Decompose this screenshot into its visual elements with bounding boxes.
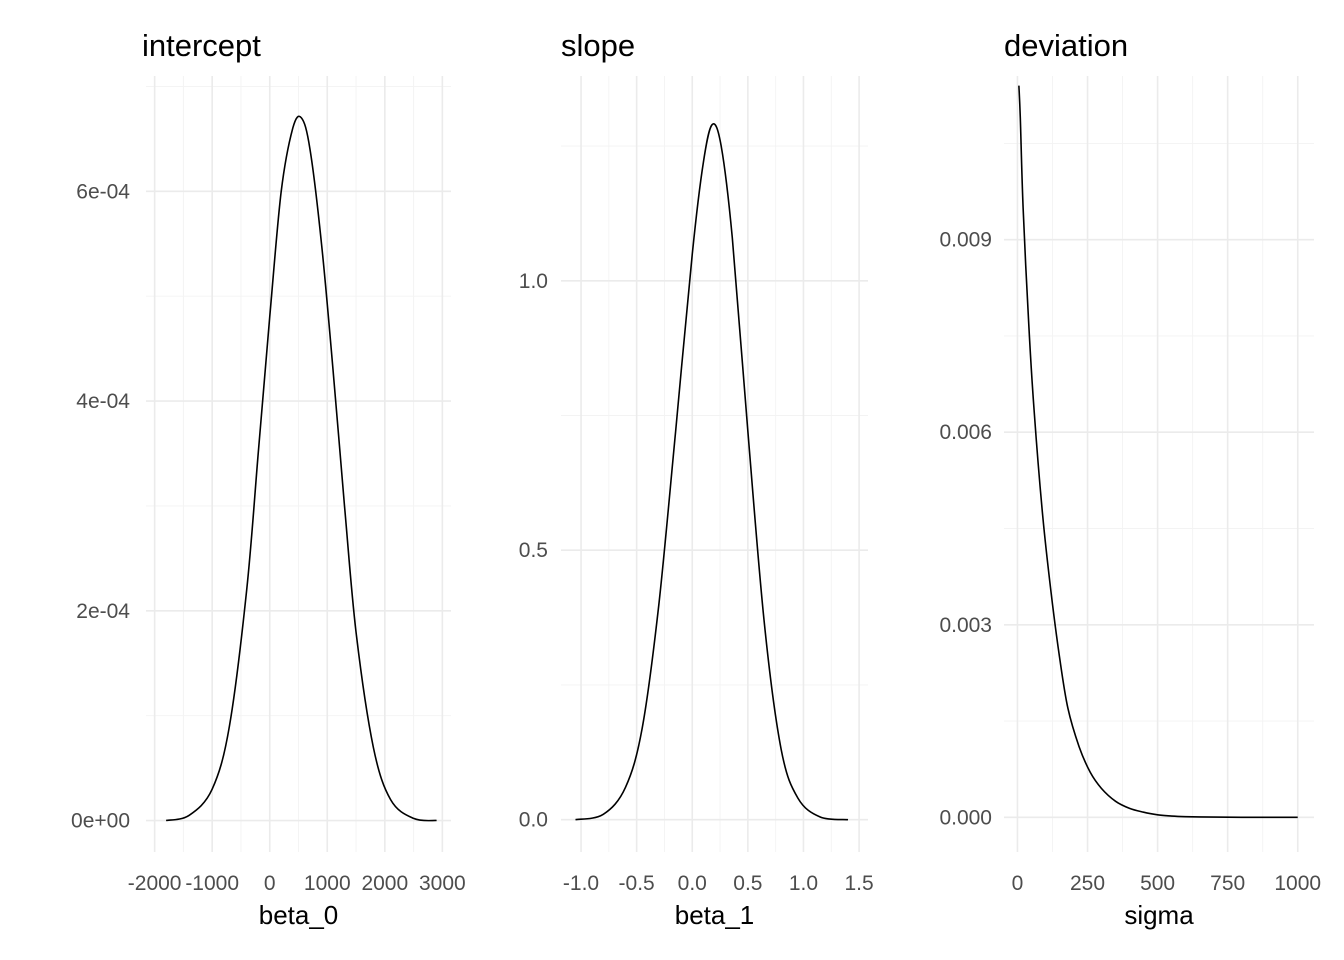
x-tick-label: 0.5 (733, 872, 762, 895)
x-tick-label: -2000 (128, 872, 182, 895)
x-axis-label: beta_1 (675, 900, 755, 930)
density-curve (1018, 85, 1298, 819)
panel-deviation: 0 250 500 750 1000 0.000 0.003 0.006 0.009 deviat… (939, 28, 1321, 930)
panel-title: deviation (1004, 28, 1128, 63)
x-tick-label: 0 (264, 872, 276, 895)
x-tick-label: 750 (1210, 872, 1245, 895)
x-tick-label: 3000 (419, 872, 466, 895)
density-curve (575, 123, 849, 821)
x-tick-label: 1.5 (844, 872, 873, 895)
y-tick-label: 0.0 (519, 809, 548, 832)
y-tick-label: 0.000 (939, 806, 992, 829)
x-axis-label: beta_0 (259, 900, 339, 930)
x-tick-label: 1000 (304, 872, 351, 895)
x-axis-label: sigma (1124, 900, 1194, 930)
x-tick-label: 500 (1140, 872, 1175, 895)
y-tick-label: 0.003 (939, 614, 992, 637)
density-curve (165, 115, 437, 822)
x-tick-label: 0 (1012, 872, 1024, 895)
panel-title: intercept (142, 28, 261, 63)
panel-intercept: -2000 -1000 0 1000 2000 3000 0e+00 2e-04 4e-04 6e… (71, 28, 466, 930)
panel-slope: -1.0 -0.5 0.0 0.5 1.0 1.5 0.0 0.5 1.0 slope beta_1 (519, 28, 874, 930)
x-tick-label: 1000 (1274, 872, 1321, 895)
y-tick-label: 1.0 (519, 270, 548, 293)
y-tick-label: 0e+00 (71, 810, 130, 833)
y-tick-label: 0.009 (939, 229, 992, 252)
y-tick-label: 2e-04 (76, 600, 130, 623)
y-tick-label: 0.006 (939, 421, 992, 444)
x-tick-label: -1.0 (563, 872, 599, 895)
x-tick-label: 0.0 (678, 872, 707, 895)
x-tick-label: -0.5 (619, 872, 655, 895)
panel-title: slope (561, 28, 635, 63)
x-tick-label: 1.0 (789, 872, 818, 895)
x-tick-label: 250 (1070, 872, 1105, 895)
y-tick-label: 6e-04 (76, 180, 130, 203)
y-tick-label: 0.5 (519, 539, 548, 562)
x-tick-label: -1000 (185, 872, 239, 895)
y-tick-label: 4e-04 (76, 390, 130, 413)
x-tick-label: 2000 (361, 872, 408, 895)
